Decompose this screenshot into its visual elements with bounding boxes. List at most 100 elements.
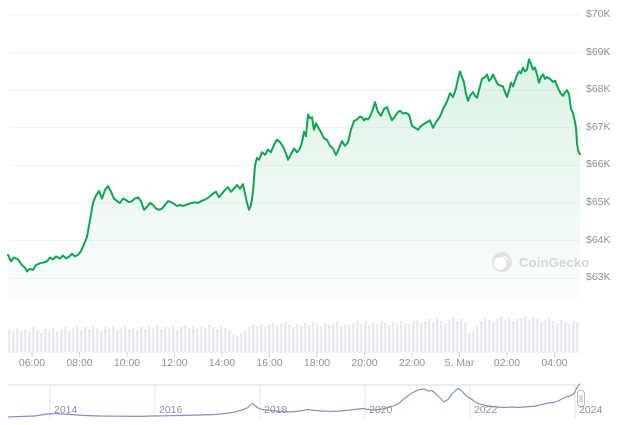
volume-bar: [456, 321, 459, 352]
volume-bar: [248, 327, 251, 352]
volume-bar: [392, 322, 395, 352]
volume-bar: [464, 322, 467, 352]
volume-bar: [244, 330, 247, 352]
volume-bar: [240, 333, 243, 352]
navigator-series-line[interactable]: [7, 383, 581, 418]
volume-bar: [116, 330, 119, 352]
volume-bar: [288, 325, 291, 352]
volume-bar: [52, 328, 55, 352]
volume-bar: [164, 327, 167, 352]
volume-bar: [64, 327, 67, 352]
volume-bar: [364, 322, 367, 352]
x-axis-label: 20:00: [351, 357, 378, 369]
volume-bar: [300, 326, 303, 352]
volume-bar: [296, 324, 299, 352]
y-axis-label: $66K: [586, 158, 611, 171]
volume-bar: [132, 328, 135, 352]
volume-bar: [212, 327, 215, 352]
x-axis-label: 18:00: [303, 357, 331, 369]
volume-bar: [256, 326, 259, 352]
volume-bar: [156, 325, 159, 352]
volume-bar: [160, 329, 163, 352]
volume-bar: [44, 329, 47, 352]
volume-bar: [480, 321, 483, 352]
volume-bar: [348, 325, 351, 352]
volume-bar: [56, 332, 59, 352]
volume-bar: [444, 323, 447, 352]
volume-bar: [524, 316, 527, 352]
volume-bar: [112, 326, 115, 352]
volume-bar: [260, 324, 263, 352]
volume-bar: [12, 332, 15, 352]
volume-bar: [316, 324, 319, 352]
volume-bar: [36, 330, 39, 352]
volume-bar: [48, 331, 51, 352]
volume-bar: [276, 326, 279, 352]
volume-bar: [16, 328, 19, 352]
volume-bar: [568, 324, 571, 352]
y-axis-label: $63K: [586, 271, 611, 284]
volume-bar: [452, 317, 455, 352]
volume-bar: [328, 325, 331, 352]
volume-bar: [268, 325, 271, 352]
volume-bar: [168, 328, 171, 352]
x-axis-label: 12:00: [161, 357, 188, 369]
volume-bar: [140, 327, 143, 352]
volume-bar: [564, 322, 567, 352]
coingecko-logo-icon: [491, 251, 513, 273]
volume-bar: [152, 328, 155, 352]
volume-bar: [148, 326, 151, 352]
volume-bar: [272, 323, 275, 352]
volume-bar: [488, 320, 491, 352]
volume-bar: [336, 322, 339, 352]
volume-bar: [436, 318, 439, 352]
volume-bar: [236, 336, 239, 352]
volume-bar: [476, 326, 479, 352]
volume-bar: [188, 328, 191, 352]
volume-bar: [144, 329, 147, 352]
volume-bar: [424, 321, 427, 352]
watermark-label: CoinGecko: [519, 254, 590, 270]
volume-bar: [72, 328, 75, 352]
volume-bar: [576, 323, 579, 352]
volume-bar: [520, 318, 523, 352]
watermark: CoinGecko: [491, 251, 589, 273]
volume-bar: [224, 328, 227, 352]
volume-bar: [508, 318, 511, 352]
y-axis-label: $68K: [586, 83, 611, 96]
navigator-year-label: 2020: [369, 404, 393, 416]
y-axis-label: $70K: [586, 8, 611, 20]
navigator-year-label: 2024: [579, 404, 603, 416]
volume-bar: [356, 321, 359, 352]
x-axis-label: 16:00: [256, 357, 283, 369]
volume-bar: [76, 326, 79, 352]
price-line: [7, 58, 581, 273]
volume-bar: [420, 323, 423, 352]
volume-bar: [124, 326, 127, 352]
volume-bar: [532, 317, 535, 352]
volume-bar: [492, 322, 495, 352]
volume-bar: [208, 325, 211, 352]
volume-bar: [228, 330, 231, 352]
volume-bar: [484, 318, 487, 352]
volume-bar: [92, 326, 95, 352]
y-axis-label: $67K: [586, 120, 611, 133]
volume-bar: [536, 319, 539, 352]
volume-bar: [544, 320, 547, 352]
x-axis-label: 22:00: [398, 357, 426, 369]
x-axis-label: 5. Mar: [444, 357, 475, 369]
navigator-handle[interactable]: [577, 390, 585, 407]
volume-bar: [104, 327, 107, 352]
volume-bar: [496, 319, 499, 352]
x-axis-label: 14:00: [208, 357, 236, 369]
volume-bar: [80, 330, 83, 352]
volume-bar: [320, 326, 323, 352]
y-axis-label: $69K: [586, 45, 611, 58]
volume-bar: [344, 324, 347, 352]
volume-bar: [512, 321, 515, 352]
volume-bar: [232, 335, 235, 352]
volume-bar: [472, 331, 475, 352]
volume-bar: [120, 328, 123, 352]
